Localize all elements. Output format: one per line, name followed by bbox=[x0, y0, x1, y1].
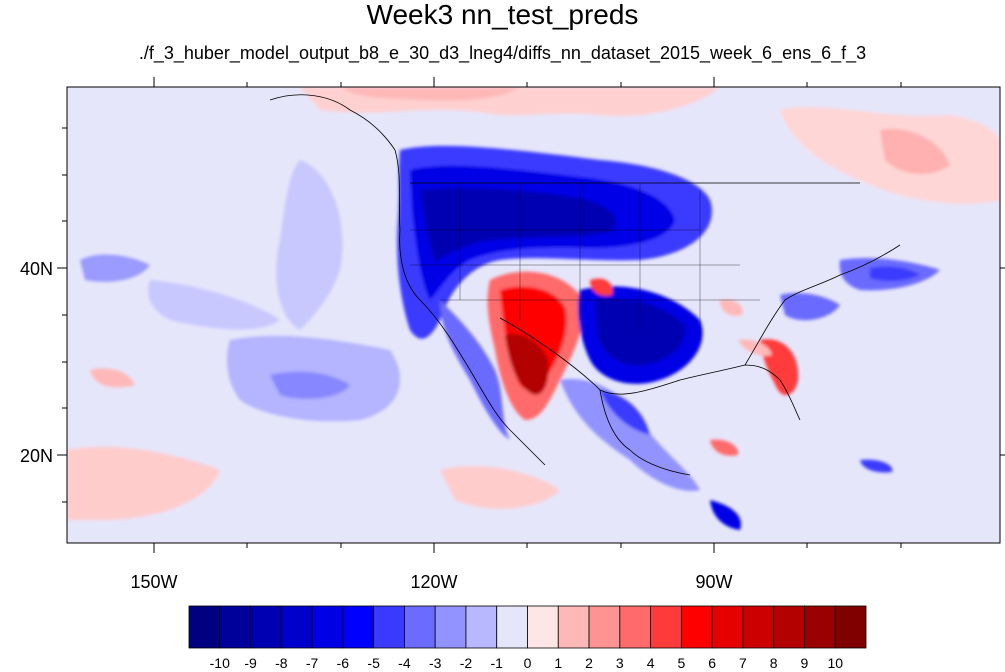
anomaly-field bbox=[67, 87, 1000, 543]
colorbar-box bbox=[280, 605, 313, 649]
colorbar-label: -4 bbox=[398, 655, 411, 671]
x-tick-marks bbox=[153, 77, 902, 553]
state-borders bbox=[410, 183, 760, 340]
colorbar-box bbox=[834, 605, 867, 649]
colorbar-box bbox=[219, 605, 251, 649]
colorbar-label: 9 bbox=[801, 655, 809, 671]
y-tick-marks bbox=[57, 127, 1005, 503]
colorbar-box bbox=[619, 605, 651, 649]
colorbar-label: 6 bbox=[708, 655, 716, 671]
colorbar-box bbox=[680, 605, 713, 649]
colorbar-label: 7 bbox=[739, 655, 747, 671]
colorbar-box bbox=[404, 605, 436, 649]
colorbar-box bbox=[650, 605, 682, 649]
colorbar-label: -9 bbox=[244, 655, 257, 671]
colorbar-box bbox=[342, 605, 375, 649]
colorbar bbox=[188, 605, 867, 649]
colorbar-label: -6 bbox=[337, 655, 350, 671]
colorbar-box bbox=[711, 605, 744, 649]
colorbar-label: -3 bbox=[429, 655, 442, 671]
y-tick-20n: 20N bbox=[20, 446, 53, 466]
colorbar-box bbox=[742, 605, 775, 649]
colorbar-box bbox=[588, 605, 621, 649]
colorbar-label: -10 bbox=[210, 655, 230, 671]
colorbar-label: 3 bbox=[616, 655, 624, 671]
coastlines bbox=[269, 94, 901, 476]
colorbar-box bbox=[311, 605, 344, 649]
colorbar-label: 2 bbox=[585, 655, 593, 671]
colorbar-box bbox=[188, 605, 221, 649]
x-tick-90w: 90W bbox=[695, 572, 732, 592]
colorbar-box bbox=[373, 605, 405, 649]
y-tick-40n: 40N bbox=[20, 259, 53, 279]
colorbar-labels: -10 -9 -8 -7 -6 -5 -4 -3 -2 -1 0 1 2 3 4 5 6 7 8 9 10 bbox=[210, 655, 844, 671]
colorbar-label: 0 bbox=[524, 655, 532, 671]
colorbar-label: -8 bbox=[275, 655, 288, 671]
map-subtitle: ./f_3_huber_model_output_b8_e_30_d3_lneg… bbox=[138, 43, 867, 63]
x-tick-150w: 150W bbox=[130, 572, 177, 592]
x-tick-120w: 120W bbox=[410, 572, 457, 592]
colorbar-box bbox=[250, 605, 282, 649]
colorbar-label: 10 bbox=[827, 655, 843, 671]
colorbar-label: 1 bbox=[554, 655, 562, 671]
colorbar-box bbox=[804, 605, 836, 649]
colorbar-box bbox=[434, 605, 467, 649]
colorbar-label: -2 bbox=[460, 655, 473, 671]
colorbar-box bbox=[465, 605, 498, 649]
colorbar-box bbox=[527, 605, 559, 649]
colorbar-label: 5 bbox=[677, 655, 685, 671]
colorbar-label: 4 bbox=[647, 655, 655, 671]
colorbar-label: -7 bbox=[306, 655, 319, 671]
colorbar-box bbox=[773, 605, 805, 649]
colorbar-label: -1 bbox=[491, 655, 504, 671]
colorbar-label: 8 bbox=[770, 655, 778, 671]
colorbar-box bbox=[557, 605, 590, 649]
colorbar-label: -5 bbox=[367, 655, 380, 671]
map-title: Week3 nn_test_preds bbox=[366, 0, 639, 30]
colorbar-box bbox=[496, 605, 528, 649]
